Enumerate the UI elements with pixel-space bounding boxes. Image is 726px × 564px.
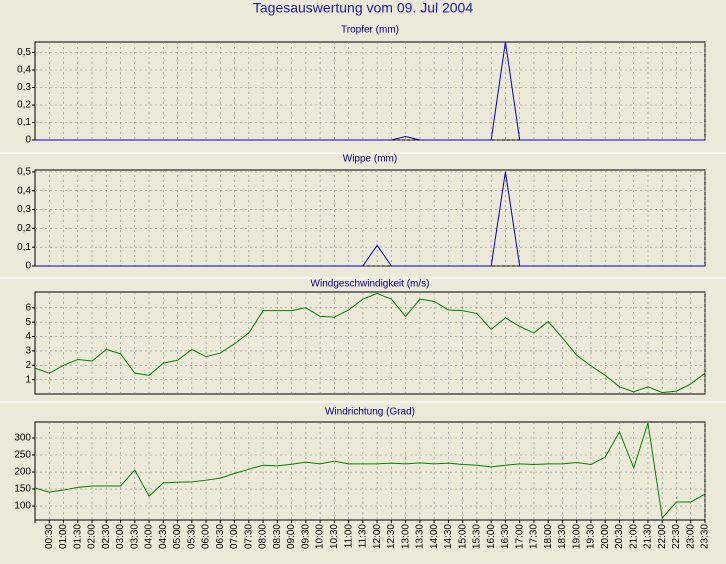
x-tick-label: 02:00 [87,524,98,549]
x-tick-label: 09:30 [300,524,311,549]
y-tick-label: 3 [25,346,31,357]
plot-area [34,421,706,521]
x-tick-label: 15:30 [472,524,483,549]
x-tick-label: 16:30 [500,524,511,549]
x-tick-label: 05:30 [186,524,197,549]
y-tick-label: 4 [25,331,31,342]
x-tick-label: 14:30 [443,524,454,549]
x-tick-label: 08:30 [272,524,283,549]
x-tick-label: 04:30 [158,524,169,549]
x-tick-label: 01:00 [58,524,69,549]
y-tick-label: 0,1 [17,242,31,253]
x-tick-label: 14:00 [429,524,440,549]
x-tick-label: 00:30 [44,524,55,549]
x-tick-label: 06:00 [201,524,212,549]
panel-title: Wippe (mm) [343,154,397,165]
x-tick-label: 20:30 [614,524,625,549]
panel-title: Tropfer (mm) [341,25,399,36]
x-tick-label: 23:00 [685,524,696,549]
plot-area [34,291,706,395]
x-tick-label: 16:00 [486,524,497,549]
y-tick-label: 250 [14,450,31,461]
x-tick-label: 19:00 [571,524,582,549]
x-tick-label: 17:00 [514,524,525,549]
y-tick-label: 0 [25,261,31,272]
plot-area [34,41,706,141]
x-tick-label: 13:30 [415,524,426,549]
x-tick-label: 17:30 [529,524,540,549]
x-tick-label: 19:30 [586,524,597,549]
y-tick-label: 0,5 [17,47,31,58]
x-tick-label: 12:00 [372,524,383,549]
y-tick-label: 0,5 [17,167,31,178]
data-line [34,422,706,520]
x-tick-label: 18:30 [557,524,568,549]
y-tick-label: 0,4 [17,185,31,196]
x-tick-label: 22:30 [671,524,682,549]
x-tick-label: 05:00 [172,524,183,549]
chart-title: Tagesauswertung vom 09. Jul 2004 [253,0,473,16]
x-tick-label: 08:00 [258,524,269,549]
x-tick-label: 04:00 [144,524,155,549]
y-tick-label: 0 [25,135,31,146]
data-line [35,41,705,141]
y-tick-label: 200 [14,467,31,478]
x-tick-label: 21:00 [628,524,639,549]
x-tick-label: 09:00 [286,524,297,549]
y-tick-label: 300 [14,433,31,444]
panel-title: Windgeschwindigkeit (m/s) [311,279,430,290]
y-tick-label: 0,2 [17,223,31,234]
plot-area [34,169,706,267]
y-tick-label: 150 [14,484,31,495]
x-tick-label: 10:00 [315,524,326,549]
data-line [35,171,705,267]
x-tick-label: 07:30 [243,524,254,549]
x-tick-label: 20:00 [600,524,611,549]
x-tick-label: 23:30 [700,524,711,549]
y-tick-label: 1 [25,374,31,385]
x-tick-label: 18:00 [543,524,554,549]
x-tick-label: 12:30 [386,524,397,549]
x-tick-label: 13:00 [400,524,411,549]
x-tick-label: 15:00 [457,524,468,549]
y-tick-label: 100 [14,501,31,512]
y-tick-label: 0,2 [17,100,31,111]
data-line [34,292,706,394]
x-tick-label: 21:30 [643,524,654,549]
x-tick-label: 06:30 [215,524,226,549]
x-tick-label: 07:00 [229,524,240,549]
x-tick-label: 01:30 [72,524,83,549]
y-tick-label: 0,4 [17,65,31,76]
y-tick-label: 0,1 [17,117,31,128]
x-tick-label: 02:30 [101,524,112,549]
panel-title: Windrichtung (Grad) [325,407,415,418]
y-tick-label: 6 [25,302,31,313]
y-tick-label: 0,3 [17,82,31,93]
y-tick-label: 5 [25,317,31,328]
x-tick-label: 11:30 [358,524,369,549]
x-tick-label: 11:00 [343,524,354,549]
x-tick-label: 03:00 [115,524,126,549]
x-tick-label: 22:00 [657,524,668,549]
x-tick-label: 10:30 [329,524,340,549]
x-tick-label: 03:30 [129,524,140,549]
y-tick-label: 2 [25,360,31,371]
y-tick-label: 0,3 [17,204,31,215]
